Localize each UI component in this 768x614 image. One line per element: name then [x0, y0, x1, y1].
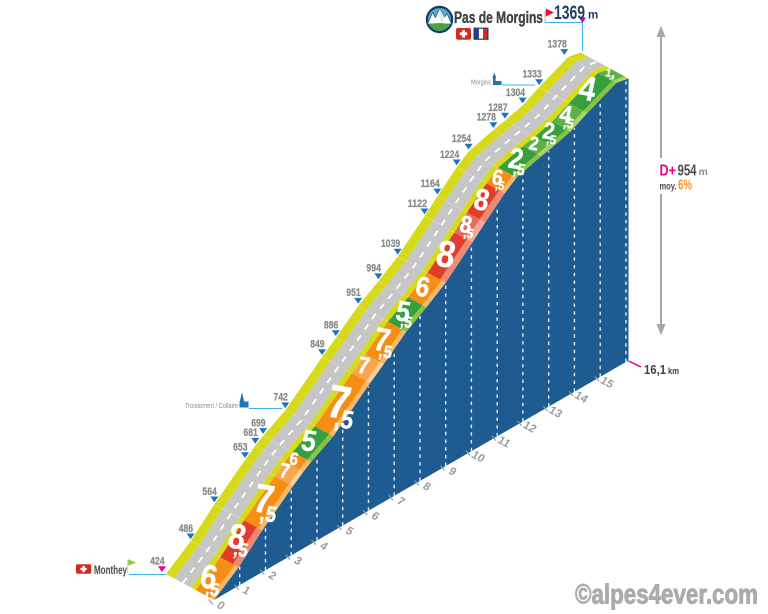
svg-text:7: 7	[277, 459, 292, 484]
svg-text:8,5: 8,5	[457, 210, 478, 241]
svg-text:1,9: 1,9	[604, 68, 616, 82]
svg-text:moy.: moy.	[660, 181, 677, 193]
svg-text:7: 7	[355, 351, 372, 379]
svg-text:424: 424	[150, 556, 165, 568]
svg-text:653: 653	[233, 442, 247, 454]
svg-text:951: 951	[346, 287, 360, 299]
svg-text:6,5: 6,5	[489, 165, 508, 193]
svg-text:954: 954	[678, 163, 697, 180]
svg-text:1224: 1224	[440, 149, 460, 161]
svg-text:1122: 1122	[408, 198, 427, 210]
svg-text:1378: 1378	[548, 38, 567, 50]
svg-text:m: m	[699, 166, 708, 178]
svg-text:Monthey: Monthey	[94, 565, 127, 577]
svg-text:2,5: 2,5	[540, 117, 561, 148]
svg-text:486: 486	[179, 523, 193, 535]
svg-text:4,5: 4,5	[557, 100, 578, 132]
svg-text:1039: 1039	[381, 238, 400, 250]
svg-text:6: 6	[288, 448, 301, 469]
svg-text:994: 994	[367, 263, 382, 275]
svg-text:1304: 1304	[506, 87, 526, 99]
svg-text:m: m	[588, 10, 598, 22]
svg-text:849: 849	[310, 339, 324, 351]
svg-text:742: 742	[273, 392, 287, 404]
svg-text:1287: 1287	[488, 102, 507, 114]
svg-text:6%: 6%	[678, 177, 692, 194]
svg-text:D+: D+	[660, 163, 677, 180]
svg-text:1278: 1278	[477, 112, 496, 124]
svg-text:2: 2	[527, 132, 540, 154]
svg-text:5: 5	[299, 423, 320, 458]
svg-text:1254: 1254	[452, 133, 472, 145]
svg-text:Pas de Morgins: Pas de Morgins	[454, 9, 543, 27]
svg-text:8: 8	[471, 182, 492, 218]
svg-text:1369: 1369	[554, 3, 585, 24]
svg-text:699: 699	[251, 417, 265, 429]
svg-text:Troistorrent / Collaire: Troistorrent / Collaire	[185, 401, 238, 410]
svg-text:6: 6	[413, 270, 433, 304]
svg-text:1333: 1333	[523, 69, 542, 81]
svg-text:Morgins: Morgins	[471, 78, 491, 87]
svg-text:564: 564	[202, 486, 217, 498]
svg-text:886: 886	[324, 320, 338, 332]
svg-text:1164: 1164	[421, 178, 441, 190]
svg-text:16,1: 16,1	[644, 362, 666, 377]
svg-text:©alpes4ever.com: ©alpes4ever.com	[575, 579, 758, 610]
svg-text:km: km	[668, 366, 679, 377]
svg-text:681: 681	[243, 427, 257, 439]
